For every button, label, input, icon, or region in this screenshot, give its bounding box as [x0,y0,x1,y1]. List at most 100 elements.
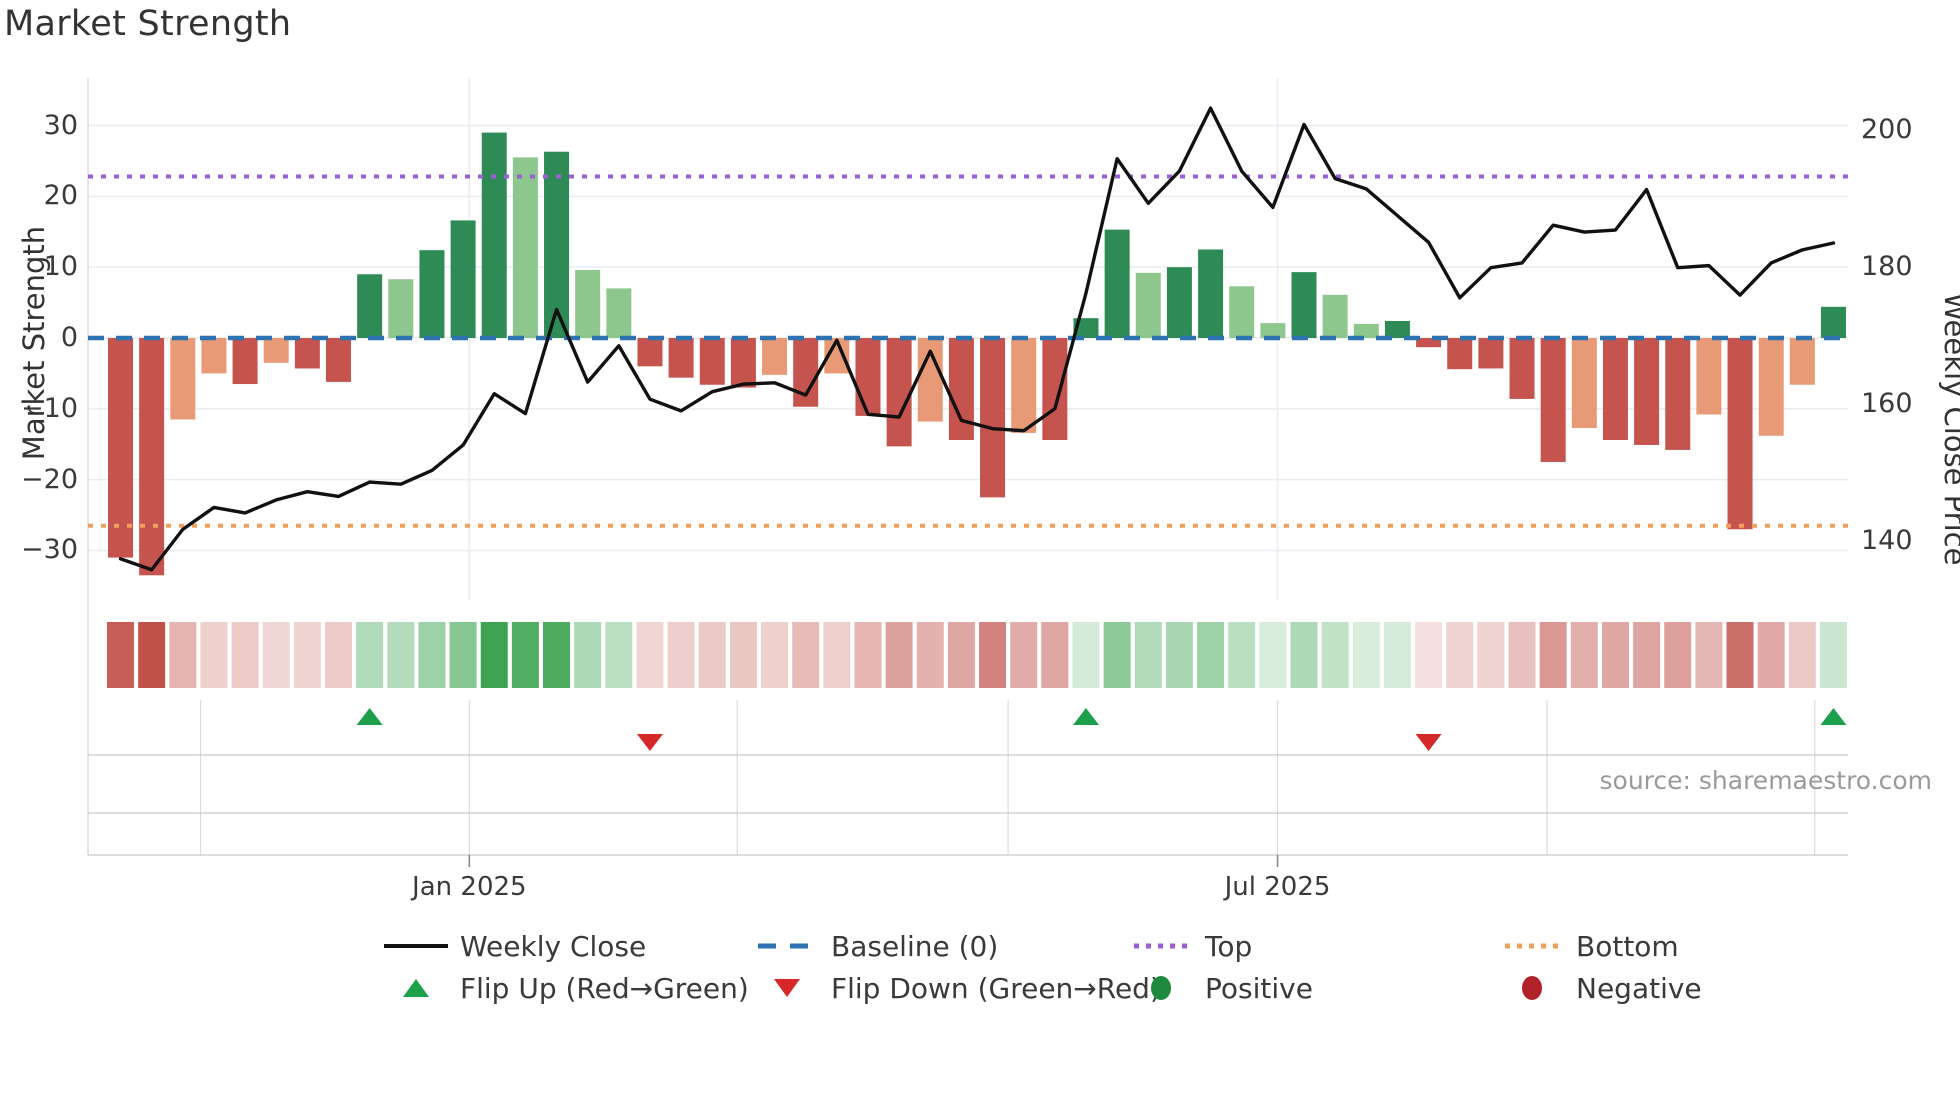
heatmap-cell [1664,622,1692,688]
heatmap-cell [979,622,1007,688]
strength-bar [886,338,912,447]
heatmap-cell [1228,622,1256,688]
chart-title: Market Strength [4,4,292,44]
strength-bar [668,338,694,378]
strength-bar [948,338,974,440]
heatmap-cell [1134,622,1162,688]
strength-bar [1229,286,1255,338]
strength-bar [699,338,725,385]
heatmap-cell [1352,622,1380,688]
heatmap-cell [729,622,757,688]
heatmap-cell [1508,622,1536,688]
heatmap-cell [325,622,353,688]
strength-bar [544,151,570,338]
right-tick-label: 140 [1861,525,1913,556]
strength-bar [1789,338,1815,385]
heatmap-cell [574,622,602,688]
heatmap-cell [543,622,571,688]
strength-bar [1634,338,1660,445]
flip-down-marker [636,734,663,751]
weekly-close-line [118,106,1836,572]
heatmap-cell [916,622,944,688]
strength-bar [108,338,133,558]
heatmap-cell [698,622,726,688]
right-tick-label: 200 [1861,114,1913,145]
strength-bar [419,250,445,338]
right-tick-label: 160 [1861,388,1913,419]
left-tick-label: 10 [43,251,78,283]
strength-bar [232,338,258,385]
strength-bar [1135,272,1161,338]
strength-bar [980,338,1006,498]
strength-bar [357,274,383,338]
heatmap-cell [1726,622,1754,688]
flip-up-marker [1820,708,1847,725]
strength-bar [1758,338,1784,436]
strength-bar [1353,323,1379,338]
strength-bar [481,132,507,338]
flip-up-marker [356,708,383,725]
strength-bar [1260,323,1286,338]
strength-bar [762,338,788,375]
heatmap-cell [511,622,539,688]
strength-bar [1073,318,1099,338]
strength-bar [326,338,352,382]
strength-bar [1540,338,1566,462]
strength-bar [1820,306,1846,338]
strength-bar [1696,338,1722,415]
strength-bar [1291,272,1317,338]
heatmap-cell [1415,622,1443,688]
heatmap-cell [1290,622,1318,688]
strength-bar [1104,229,1130,338]
heatmap-cell [605,622,633,688]
strength-bar [201,338,227,374]
x-tick-label: Jul 2025 [1224,872,1331,902]
strength-bar [1602,338,1628,440]
right-tick-label: 180 [1861,251,1913,282]
heatmap-cell [1010,622,1038,688]
strength-bar [1665,338,1691,450]
left-tick-label: −20 [21,463,78,495]
x-tick-label: Jan 2025 [412,872,527,902]
strength-bar [855,338,881,416]
strength-bar [1416,338,1442,348]
strength-bar [730,338,756,388]
heatmap-cell [356,622,384,688]
heatmap-cell [1072,622,1100,688]
heatmap-cell [449,622,477,688]
heatmap-cell [667,622,695,688]
heatmap-cell [792,622,820,688]
heatmap-cell [1041,622,1069,688]
strength-bar [450,220,476,338]
heatmap-cell [138,622,166,688]
heatmap-cell [1788,622,1816,688]
heatmap-cell [480,622,508,688]
strength-bar [575,270,601,338]
strength-bar [512,157,538,338]
left-tick-label: −30 [21,534,78,566]
strength-bar [294,338,320,369]
heatmap-cell [885,622,913,688]
strength-bar [1198,249,1224,338]
heatmap-cell [262,622,290,688]
heatmap-cell [1695,622,1723,688]
heatmap-cell [200,622,228,688]
heatmap-cell [947,622,975,688]
left-tick-label: 30 [43,109,78,141]
strength-bar [170,338,196,420]
heatmap-cell [387,622,415,688]
heatmap-cell [1633,622,1661,688]
heatmap-cell [761,622,789,688]
left-tick-label: 20 [43,180,78,212]
strength-bar [1727,338,1753,530]
heatmap-cell [1197,622,1225,688]
heatmap-cell [1321,622,1349,688]
strength-bar [1447,338,1473,370]
strength-bar [263,338,289,363]
heatmap-cell [293,622,321,688]
heatmap-cell [169,622,197,688]
heatmap-cell [1259,622,1287,688]
strength-bar [637,338,663,367]
heatmap-cell [854,622,882,688]
